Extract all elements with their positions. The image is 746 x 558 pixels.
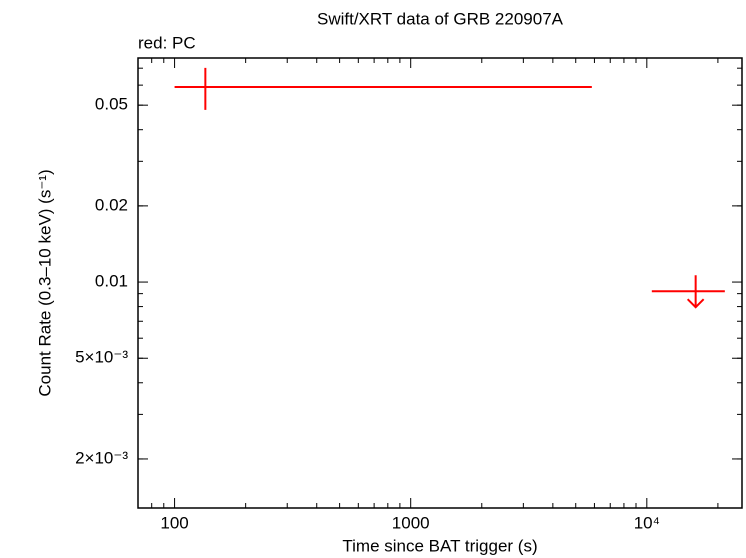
- x-tick-label: 1000: [392, 513, 430, 532]
- upper-limit-arrow: [686, 275, 705, 309]
- x-tick-label: 100: [160, 513, 188, 532]
- y-tick-label: 0.01: [95, 272, 128, 291]
- y-axis-label: Count Rate (0.3–10 keV) (s⁻¹): [35, 169, 54, 396]
- y-tick-label: 0.05: [95, 95, 128, 114]
- x-axis-label: Time since BAT trigger (s): [342, 536, 537, 555]
- y-tick-label: 5×10⁻³: [75, 348, 128, 367]
- chart-title: Swift/XRT data of GRB 220907A: [317, 9, 564, 28]
- y-tick-label: 0.02: [95, 195, 128, 214]
- chart-subtitle: red: PC: [138, 33, 196, 52]
- x-tick-label: 10⁴: [634, 513, 660, 532]
- plot-frame: [137, 57, 743, 509]
- y-tick-label: 2×10⁻³: [75, 448, 128, 467]
